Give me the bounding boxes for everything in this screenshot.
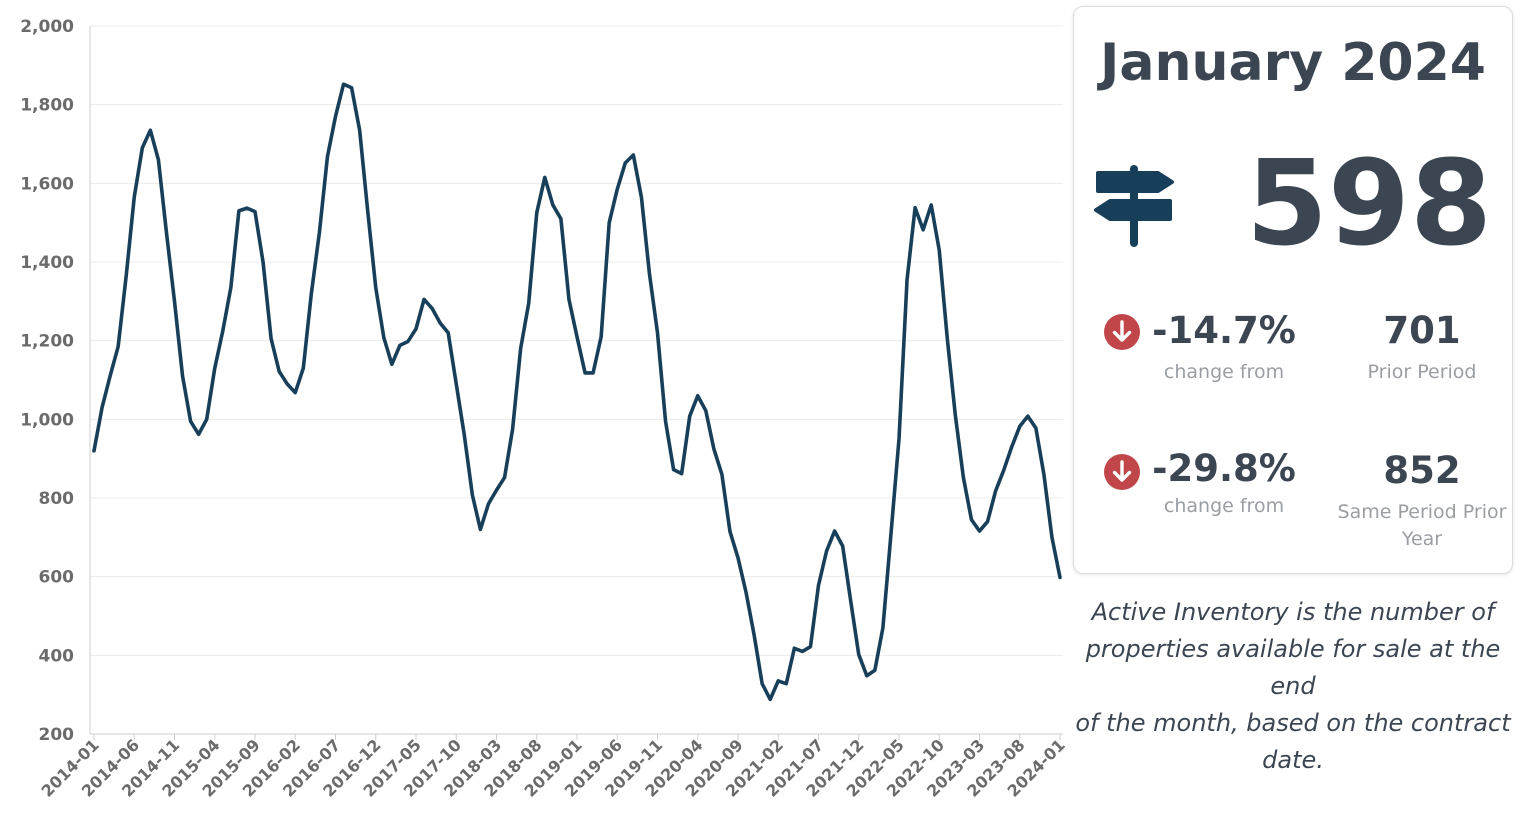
change-pct-same-period-prior-year: -29.8%: [1152, 447, 1296, 490]
y-tick-label: 400: [39, 646, 75, 666]
same-period-prior-year-value: 852: [1383, 449, 1461, 492]
y-tick-label: 1,400: [20, 253, 74, 273]
same-period-prior-year-label: Same Period Prior Year: [1337, 501, 1507, 550]
change-from-label: change from: [1163, 495, 1285, 517]
y-tick-label: 600: [39, 568, 75, 588]
x-axis: 2014-012014-062014-112015-042015-092016-…: [37, 734, 1069, 801]
series-line-active-inventory: [92, 82, 1062, 702]
y-tick-label: 800: [39, 489, 75, 509]
signpost-icon: [1094, 165, 1174, 247]
y-tick-label: 1,600: [20, 174, 74, 194]
y-tick-label: 1,200: [20, 332, 74, 352]
current-value: 598: [1245, 134, 1493, 272]
description-text: Active Inventory is the number of proper…: [1075, 598, 1511, 774]
card-title: January 2024: [1100, 33, 1486, 93]
change-pct-prior-period: -14.7%: [1152, 309, 1296, 352]
active-inventory-line-chart: 2,000 1,800 1,600 1,400 1,200 1,000 800 600 400 2…: [20, 17, 1069, 801]
arrow-down-circle-icon: [1104, 314, 1140, 350]
y-axis: 2,000 1,800 1,600 1,400 1,200 1,000 800 600 400 2…: [20, 17, 74, 745]
prior-period-label: Prior Period: [1367, 361, 1477, 383]
y-tick-label: 2,000: [20, 17, 74, 37]
arrow-down-circle-icon: [1104, 454, 1140, 490]
summary-card: January 2024 598 -14.7% change from 701 …: [1073, 6, 1513, 574]
y-tick-label: 200: [39, 725, 75, 745]
y-tick-label: 1,000: [20, 410, 74, 430]
prior-period-value: 701: [1383, 309, 1461, 352]
y-tick-label: 1,800: [20, 96, 74, 116]
change-from-label: change from: [1163, 361, 1285, 383]
